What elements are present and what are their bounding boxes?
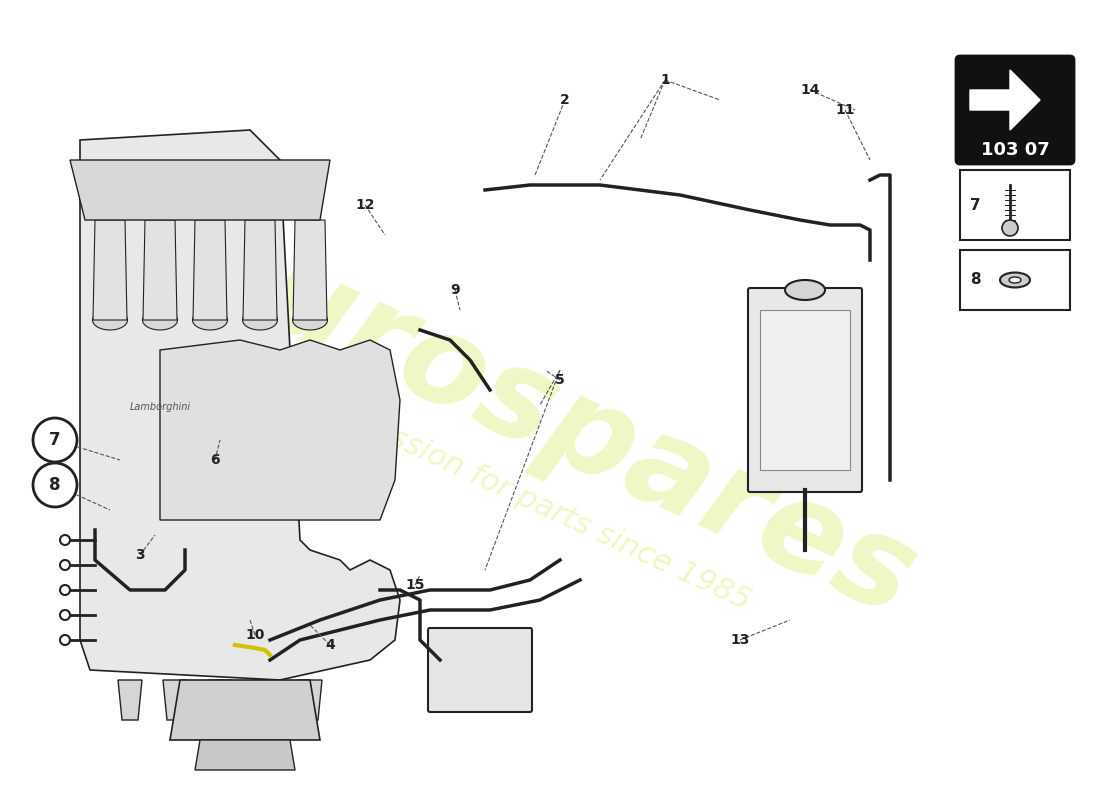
Ellipse shape — [1009, 277, 1021, 283]
Polygon shape — [143, 220, 177, 320]
Circle shape — [60, 635, 70, 645]
Polygon shape — [118, 680, 142, 720]
Ellipse shape — [785, 280, 825, 300]
Ellipse shape — [242, 310, 277, 330]
Text: 14: 14 — [801, 83, 820, 97]
Ellipse shape — [192, 310, 228, 330]
Text: 3: 3 — [135, 548, 145, 562]
Polygon shape — [70, 160, 330, 220]
Text: 4: 4 — [326, 638, 334, 652]
Text: 11: 11 — [835, 103, 855, 117]
Polygon shape — [293, 220, 327, 320]
Polygon shape — [160, 340, 400, 520]
Text: 7: 7 — [50, 431, 60, 449]
Polygon shape — [253, 680, 277, 720]
Circle shape — [60, 535, 70, 545]
Text: 5: 5 — [556, 373, 565, 387]
Text: 1: 1 — [660, 73, 670, 87]
Text: 13: 13 — [730, 633, 750, 647]
Bar — [960, 250, 1070, 310]
Text: 2: 2 — [560, 93, 570, 107]
Ellipse shape — [293, 310, 328, 330]
Circle shape — [60, 560, 70, 570]
Text: 15: 15 — [405, 578, 425, 592]
Bar — [960, 170, 1070, 240]
Text: 6: 6 — [210, 453, 220, 467]
Circle shape — [1002, 220, 1018, 236]
Polygon shape — [80, 130, 400, 680]
FancyBboxPatch shape — [428, 628, 532, 712]
Text: 8: 8 — [970, 273, 980, 287]
Ellipse shape — [92, 310, 128, 330]
Circle shape — [60, 585, 70, 595]
Text: Lamborghini: Lamborghini — [130, 402, 190, 412]
Circle shape — [33, 463, 77, 507]
Ellipse shape — [1000, 273, 1030, 287]
Text: 8: 8 — [50, 476, 60, 494]
Circle shape — [60, 610, 70, 620]
Polygon shape — [298, 680, 322, 720]
Polygon shape — [163, 680, 187, 720]
Polygon shape — [208, 680, 232, 720]
Polygon shape — [243, 220, 277, 320]
Text: 10: 10 — [245, 628, 265, 642]
Polygon shape — [94, 220, 126, 320]
Text: 7: 7 — [970, 198, 980, 213]
Circle shape — [33, 418, 77, 462]
Polygon shape — [195, 740, 295, 770]
Text: a passion for parts since 1985: a passion for parts since 1985 — [324, 394, 755, 615]
Polygon shape — [170, 680, 320, 740]
FancyBboxPatch shape — [748, 288, 862, 492]
Text: 12: 12 — [355, 198, 375, 212]
Text: 9: 9 — [450, 283, 460, 297]
Polygon shape — [970, 70, 1040, 130]
FancyBboxPatch shape — [956, 56, 1074, 164]
Polygon shape — [192, 220, 227, 320]
Text: 103 07: 103 07 — [980, 141, 1049, 159]
Ellipse shape — [143, 310, 177, 330]
Text: eurospares: eurospares — [166, 198, 934, 642]
Bar — [760, 310, 850, 470]
